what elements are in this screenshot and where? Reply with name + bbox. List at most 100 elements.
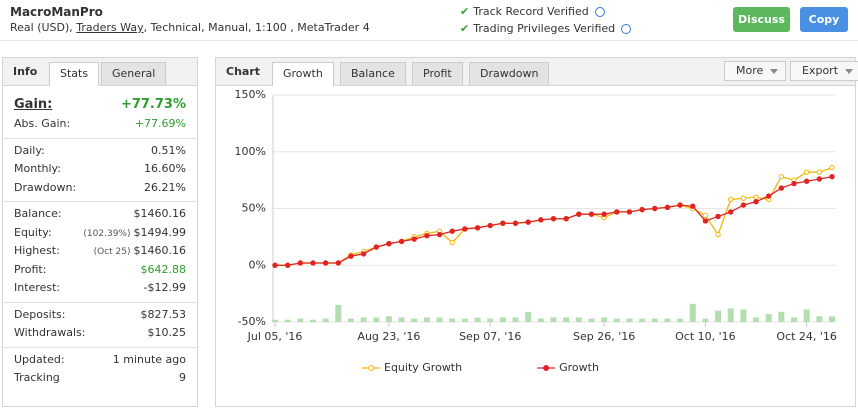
x-tick-label: Oct 24, '16 xyxy=(776,330,837,343)
stats-value: 0.51% xyxy=(151,142,186,161)
volume-bar xyxy=(702,318,709,322)
stats-value: (Oct 25) $1460.16 xyxy=(94,242,186,261)
copy-button[interactable]: Copy xyxy=(800,7,848,32)
series-marker xyxy=(829,164,835,171)
legend-marker xyxy=(543,365,550,371)
stats-label: Profit: xyxy=(14,262,47,276)
series-marker xyxy=(436,231,443,238)
series-marker xyxy=(677,202,683,208)
series-marker xyxy=(702,218,709,224)
stats-number: 9 xyxy=(179,371,186,384)
x-tick-label: Jul 05, '16 xyxy=(247,330,303,343)
series-marker xyxy=(601,211,607,217)
stats-value: $10.25 xyxy=(148,324,187,343)
x-tick-label: Oct 10, '16 xyxy=(675,330,736,343)
stats-label: Updated: xyxy=(14,352,65,366)
series-marker xyxy=(715,231,721,238)
chart-header: Chart More Export Growth Balance Profit Dra… xyxy=(216,58,858,86)
stats-number: $1460.16 xyxy=(133,207,187,220)
series-marker xyxy=(538,217,544,223)
stats-value: +77.69% xyxy=(135,115,186,134)
stats-label: Balance: xyxy=(14,207,62,220)
discuss-button[interactable]: Discuss xyxy=(733,7,790,32)
broker-link[interactable]: Traders Way xyxy=(76,21,144,34)
series-marker xyxy=(576,211,582,217)
tab[interactable]: Profit xyxy=(412,62,463,85)
x-tick-label: Sep 26, '16 xyxy=(573,330,635,343)
tab[interactable]: General xyxy=(101,62,167,85)
series-marker xyxy=(348,253,354,259)
series-marker xyxy=(690,203,696,209)
volume-bar xyxy=(689,303,696,322)
volume-bar xyxy=(499,317,506,322)
volume-bar xyxy=(537,318,544,322)
stats-row: Updated: 1 minute ago xyxy=(3,351,197,370)
stats-value: 16.60% xyxy=(144,160,186,179)
tab[interactable]: Growth xyxy=(272,62,334,86)
series-marker xyxy=(740,195,747,201)
series-marker xyxy=(449,228,455,234)
stats-row: Withdrawals: $10.25 xyxy=(3,324,197,343)
stats-label: Abs. Gain: xyxy=(14,117,71,130)
verified-text: Trading Privileges Verified xyxy=(473,22,616,35)
volume-bar xyxy=(740,309,747,322)
account-title: MacroManPro xyxy=(10,5,103,19)
stats-label: Drawdown: xyxy=(14,180,77,194)
tab[interactable]: Stats xyxy=(49,62,100,86)
volume-bar xyxy=(715,310,722,322)
export-menu[interactable]: Export xyxy=(790,61,858,81)
stats-note: (Oct 25) xyxy=(93,247,131,257)
stats-row: Daily: 0.51% xyxy=(3,142,197,161)
stats-row: Deposits: $827.53 xyxy=(3,306,197,325)
x-tick-label: Aug 23, '16 xyxy=(357,330,420,343)
info-title: Info xyxy=(13,65,38,78)
stats-label: Deposits: xyxy=(14,307,66,321)
y-tick-label: 150% xyxy=(235,88,266,101)
stats-row: Profit: $642.88 xyxy=(3,261,197,280)
stats-label: Withdrawals: xyxy=(14,326,86,339)
stats-number: $642.88 xyxy=(140,262,187,276)
series-marker xyxy=(398,238,405,245)
series-marker xyxy=(360,251,367,257)
volume-bar xyxy=(512,317,519,322)
stats-label: Monthly: xyxy=(14,162,61,175)
stats-row: Interest: -$12.99 xyxy=(3,279,197,298)
volume-bar xyxy=(778,311,785,322)
check-icon: ✔ xyxy=(460,5,470,18)
volume-bar xyxy=(791,317,798,322)
volume-bar xyxy=(322,318,329,322)
series-marker xyxy=(614,209,620,215)
series-marker xyxy=(702,212,709,219)
stats-value: +77.73% xyxy=(121,95,186,115)
series-marker xyxy=(310,260,316,266)
series-marker xyxy=(588,211,595,217)
volume-bar xyxy=(411,318,418,322)
volume-bar xyxy=(829,316,835,322)
tab[interactable]: Drawdown xyxy=(469,62,550,85)
volume-bar xyxy=(436,317,443,322)
series-marker xyxy=(474,225,481,231)
series-marker xyxy=(411,236,417,242)
more-menu[interactable]: More xyxy=(724,61,787,81)
volume-bar xyxy=(550,317,557,322)
volume-bar xyxy=(335,304,342,322)
series-marker xyxy=(373,244,379,250)
stats-value: 9 xyxy=(179,369,186,388)
volume-bar xyxy=(765,314,772,322)
stats-label: Daily: xyxy=(14,143,45,157)
stats-value: (102.39%) $1494.99 xyxy=(83,224,186,243)
stats-value: $642.88 xyxy=(141,261,187,280)
stats-group: Gain: +77.73% Abs. Gain: +77.69% xyxy=(3,92,197,139)
series-marker xyxy=(803,178,810,184)
series-marker xyxy=(449,239,455,246)
series-marker xyxy=(487,222,493,229)
divider xyxy=(0,40,858,41)
tab[interactable]: Balance xyxy=(340,62,406,85)
stats-row: Tracking 9 xyxy=(3,369,197,388)
series-marker xyxy=(791,180,797,187)
help-icon xyxy=(621,24,632,34)
series-marker xyxy=(753,198,759,205)
series-marker xyxy=(753,194,759,200)
y-tick-label: -50% xyxy=(238,315,266,328)
